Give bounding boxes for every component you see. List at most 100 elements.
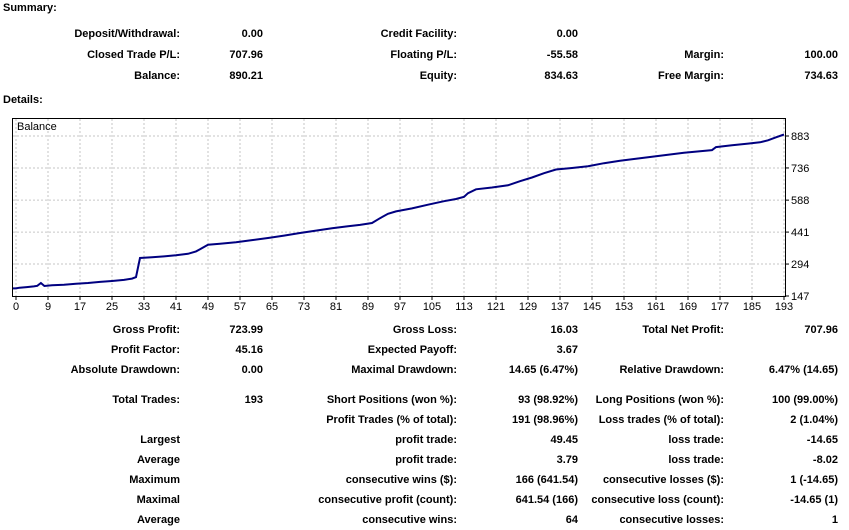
svg-text:89: 89 [362,301,374,313]
stat-label: Expected Payoff: [367,344,457,356]
stats-row: Largest profit trade: 49.45 loss trade: -14.… [0,430,838,450]
stat-value: 193 [244,394,263,406]
stat-label: Maximal Drawdown: [351,364,457,376]
svg-text:169: 169 [679,301,697,313]
svg-text:105: 105 [423,301,441,313]
svg-text:177: 177 [711,301,729,313]
stat-value: 2 (1.04%) [790,414,838,426]
stats-row: Average profit trade: 3.79 loss trade: -8.02 [0,450,838,470]
stat-label: Average [136,514,180,526]
stat-label: Long Positions (won %): [595,394,724,406]
stat-label: consecutive wins ($): [345,474,457,486]
svg-text:883: 883 [791,131,809,143]
stat-value: 6.47% (14.65) [768,364,838,376]
stat-label: consecutive losses: [619,514,724,526]
summary-heading: Summary: [3,2,57,14]
stat-value: 0.00 [556,27,578,40]
stat-value: 191 (98.96%) [511,414,578,426]
svg-text:153: 153 [615,301,633,313]
stat-value: 16.03 [550,324,578,336]
stat-label: Closed Trade P/L: [87,48,180,61]
svg-text:81: 81 [330,301,342,313]
stat-label: Relative Drawdown: [619,364,724,376]
svg-text:57: 57 [234,301,246,313]
stat-label: Credit Facility: [380,27,457,40]
svg-text:41: 41 [170,301,182,313]
stat-value: -14.65 [806,434,838,446]
stat-value: 707.96 [229,48,263,61]
stat-label: Maximal [136,494,180,506]
svg-text:25: 25 [106,301,118,313]
svg-text:145: 145 [583,301,601,313]
stat-label: consecutive profit (count): [318,494,457,506]
stat-value: -8.02 [812,454,838,466]
svg-text:17: 17 [74,301,86,313]
svg-text:73: 73 [298,301,310,313]
stat-label: Absolute Drawdown: [70,364,180,376]
svg-text:113: 113 [455,301,473,313]
svg-text:121: 121 [487,301,505,313]
stats-row: Profit Factor: 45.16 Expected Payoff: 3.67 [0,340,838,360]
stat-label: profit trade: [395,434,457,446]
svg-text:Balance: Balance [17,121,57,133]
stat-value: 49.45 [550,434,578,446]
stat-label: Total Trades: [112,394,180,406]
stat-label: Balance: [134,69,180,82]
stat-label: Free Margin: [657,69,724,82]
stats-row: Average consecutive wins: 64 consecutive lo… [0,510,838,530]
stat-label: Loss trades (% of total): [598,414,724,426]
details-table: Gross Profit: 723.99 Gross Loss: 16.03 Total… [0,320,838,530]
svg-text:736: 736 [791,163,809,175]
stat-value: 3.67 [556,344,578,356]
stat-label: Largest [140,434,180,446]
stat-label: Profit Factor: [110,344,180,356]
stat-value: 45.16 [235,344,263,356]
stat-label: loss trade: [668,434,724,446]
svg-text:588: 588 [791,195,809,207]
stat-value: 890.21 [229,69,263,82]
svg-text:0: 0 [13,301,19,313]
stat-value: 723.99 [229,324,263,336]
stat-label: Floating P/L: [390,48,457,61]
details-heading: Details: [3,94,43,106]
svg-text:97: 97 [394,301,406,313]
stat-value: 100 (99.00%) [771,394,838,406]
stat-label: consecutive wins: [362,514,457,526]
stat-label: consecutive loss (count): [591,494,724,506]
stat-value: 14.65 (6.47%) [508,364,578,376]
svg-text:65: 65 [266,301,278,313]
stat-label: consecutive losses ($): [602,474,724,486]
svg-text:49: 49 [202,301,214,313]
stats-row: Gross Profit: 723.99 Gross Loss: 16.03 Total… [0,320,838,340]
stat-value: 64 [565,514,578,526]
balance-chart: 0 9 17 25 33 41 49 57 65 73 81 89 97 105 113 121 129 137 1… [12,118,809,313]
stat-value: -55.58 [546,48,578,61]
stat-value: 834.63 [544,69,578,82]
summary-row: Balance: 890.21 Equity: 834.63 Free Margin: 7… [0,65,838,86]
stat-label: Profit Trades (% of total): [326,414,457,426]
stat-label: loss trade: [668,454,724,466]
stat-label: Equity: [419,69,457,82]
stats-row: Maximum consecutive wins ($): 166 (641.54)… [0,470,838,490]
summary-row: Deposit/Withdrawal: 0.00 Credit Facility: 0… [0,23,838,44]
stat-value: 0.00 [241,27,263,40]
svg-text:294: 294 [791,259,809,271]
stats-row: Total Trades: 193 Short Positions (won %):… [0,390,838,410]
stat-label: Gross Profit: [112,324,180,336]
stat-value: 1 (-14.65) [790,474,838,486]
stat-label: Average [136,454,180,466]
svg-text:147: 147 [791,291,809,303]
stat-value: 707.96 [804,324,838,336]
svg-text:161: 161 [647,301,665,313]
section-gap [0,380,838,390]
stat-value: 0.00 [241,364,263,376]
stat-value: 641.54 (166) [515,494,578,506]
svg-text:193: 193 [775,301,793,313]
summary-row: Closed Trade P/L: 707.96 Floating P/L: -55.… [0,44,838,65]
stat-value: -14.65 (1) [790,494,838,506]
stat-value: 93 (98.92%) [518,394,578,406]
stat-label: Total Net Profit: [642,324,724,336]
stat-value: 3.79 [556,454,578,466]
stat-value: 100.00 [804,48,838,61]
